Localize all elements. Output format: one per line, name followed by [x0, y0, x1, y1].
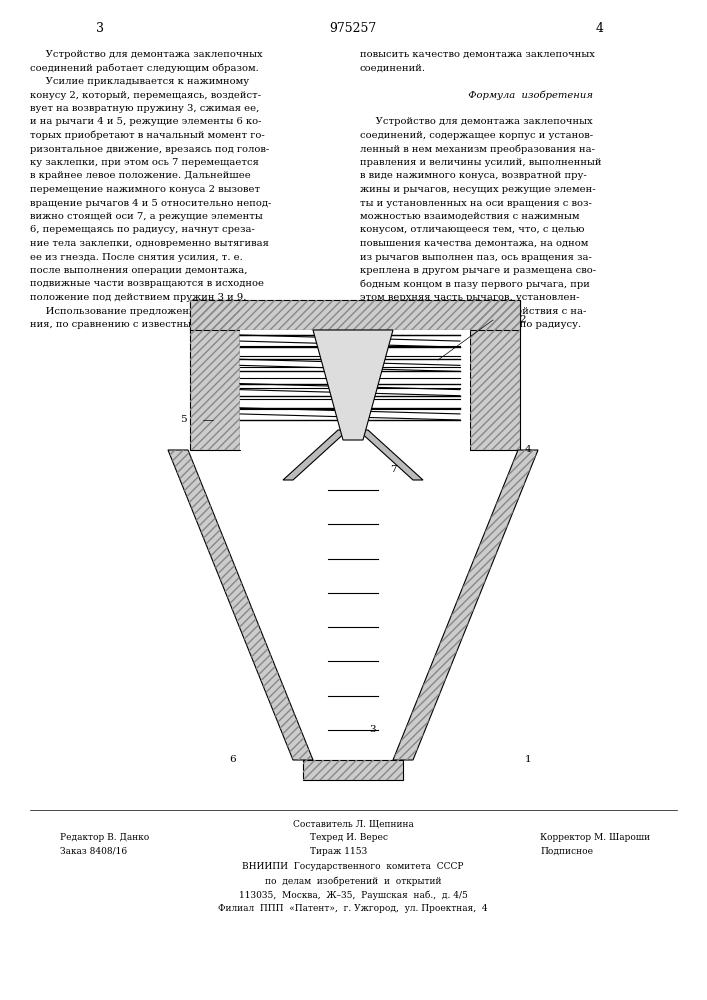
- Text: перемещение нажимного конуса 2 вызовет: перемещение нажимного конуса 2 вызовет: [30, 185, 260, 194]
- Text: ризонтальное движение, врезаясь под голов-: ризонтальное движение, врезаясь под голо…: [30, 144, 269, 153]
- Text: в виде нажимного конуса, возвратной пру-: в виде нажимного конуса, возвратной пру-: [360, 172, 587, 180]
- Text: вращение рычагов 4 и 5 относительно непод-: вращение рычагов 4 и 5 относительно непо…: [30, 198, 271, 208]
- Polygon shape: [393, 450, 538, 760]
- Text: ты и установленных на оси вращения с воз-: ты и установленных на оси вращения с воз…: [360, 198, 592, 208]
- Text: ку заклепки, при этом ось 7 перемещается: ку заклепки, при этом ось 7 перемещается: [30, 158, 259, 167]
- Text: ных с возможностью взаимодействия с на-: ных с возможностью взаимодействия с на-: [360, 306, 586, 316]
- Text: подвижные части возвращаются в исходное: подвижные части возвращаются в исходное: [30, 279, 264, 288]
- Text: правления и величины усилий, выполненный: правления и величины усилий, выполненный: [360, 158, 602, 167]
- Text: ние тела заклепки, одновременно вытягивая: ние тела заклепки, одновременно вытягива…: [30, 239, 269, 248]
- Text: Корректор М. Шароши: Корректор М. Шароши: [540, 833, 650, 842]
- Text: Использование предложенного изобрете-: Использование предложенного изобрете-: [30, 306, 267, 316]
- Text: 6: 6: [230, 756, 236, 764]
- Text: после выполнения операции демонтажа,: после выполнения операции демонтажа,: [30, 266, 247, 275]
- Text: торых приобретают в начальный момент го-: торых приобретают в начальный момент го-: [30, 131, 264, 140]
- Text: повысить качество демонтажа заклепочных: повысить качество демонтажа заклепочных: [360, 50, 595, 59]
- Text: Техред И. Верес: Техред И. Верес: [310, 833, 388, 842]
- Bar: [303, 760, 403, 780]
- Text: повышения качества демонтажа, на одном: повышения качества демонтажа, на одном: [360, 239, 588, 248]
- Text: вижно стоящей оси 7, а режущие элементы: вижно стоящей оси 7, а режущие элементы: [30, 212, 263, 221]
- Text: Устройство для демонтажа заклепочных: Устройство для демонтажа заклепочных: [360, 117, 592, 126]
- Text: ее из гнезда. После снятия усилия, т. е.: ее из гнезда. После снятия усилия, т. е.: [30, 252, 243, 261]
- Polygon shape: [358, 430, 423, 480]
- Text: креплена в другом рычаге и размещена сво-: креплена в другом рычаге и размещена сво…: [360, 266, 596, 275]
- Bar: [190, 300, 240, 450]
- Text: 113035,  Москва,  Ж–35,  Раушская  наб.,  д. 4/5: 113035, Москва, Ж–35, Раушская наб., д. …: [238, 890, 467, 900]
- Bar: [470, 300, 520, 450]
- Polygon shape: [168, 450, 313, 760]
- Bar: [470, 300, 520, 450]
- Bar: [190, 300, 520, 330]
- Text: вует на возвратную пружину 3, сжимая ее,: вует на возвратную пружину 3, сжимая ее,: [30, 104, 259, 113]
- Polygon shape: [283, 430, 348, 480]
- Text: 4: 4: [525, 446, 532, 454]
- Text: жины и рычагов, несущих режущие элемен-: жины и рычагов, несущих режущие элемен-: [360, 185, 595, 194]
- Text: Филиал  ППП  «Патент»,  г. Ужгород,  ул. Проектная,  4: Филиал ППП «Патент», г. Ужгород, ул. Про…: [218, 904, 488, 913]
- Text: бодным концом в пазу первого рычага, при: бодным концом в пазу первого рычага, при: [360, 279, 590, 289]
- Text: Устройство для демонтажа заклепочных: Устройство для демонтажа заклепочных: [30, 50, 262, 59]
- Text: 4: 4: [596, 21, 604, 34]
- Text: Тираж 1153: Тираж 1153: [310, 847, 367, 856]
- Bar: [240, 330, 470, 450]
- Text: жимным конусом, выполнена по радиусу.: жимным конусом, выполнена по радиусу.: [360, 320, 581, 329]
- Text: соединений работает следующим образом.: соединений работает следующим образом.: [30, 64, 259, 73]
- Text: 6, перемещаясь по радиусу, начнут среза-: 6, перемещаясь по радиусу, начнут среза-: [30, 226, 255, 234]
- Text: соединений.: соединений.: [360, 64, 426, 73]
- Text: ленный в нем механизм преобразования на-: ленный в нем механизм преобразования на-: [360, 144, 595, 154]
- Text: 3: 3: [370, 726, 376, 734]
- Text: соединений, содержащее корпус и установ-: соединений, содержащее корпус и установ-: [360, 131, 593, 140]
- Polygon shape: [313, 330, 393, 440]
- Text: 5: 5: [180, 416, 187, 424]
- Text: Формула  изобретения: Формула изобретения: [437, 91, 593, 100]
- Text: 1: 1: [525, 756, 532, 764]
- Text: 975257: 975257: [329, 21, 377, 34]
- Text: Заказ 8408/16: Заказ 8408/16: [60, 847, 127, 856]
- Text: Составитель Л. Щепнина: Составитель Л. Щепнина: [293, 820, 414, 829]
- Text: Подписное: Подписное: [540, 847, 593, 856]
- Bar: [303, 760, 403, 780]
- Text: можностью взаимодействия с нажимным: можностью взаимодействия с нажимным: [360, 212, 580, 221]
- Text: конусу 2, который, перемещаясь, воздейст-: конусу 2, который, перемещаясь, воздейст…: [30, 91, 261, 100]
- Text: положение под действием пружин 3 и 9.: положение под действием пружин 3 и 9.: [30, 293, 246, 302]
- Text: и на рычаги 4 и 5, режущие элементы 6 ко-: и на рычаги 4 и 5, режущие элементы 6 ко…: [30, 117, 262, 126]
- Text: 2: 2: [520, 316, 526, 324]
- Text: 3: 3: [96, 21, 104, 34]
- Text: в крайнее левое положение. Дальнейшее: в крайнее левое положение. Дальнейшее: [30, 172, 251, 180]
- Text: 7: 7: [390, 466, 397, 475]
- Text: этом верхняя часть рычагов, установлен-: этом верхняя часть рычагов, установлен-: [360, 293, 580, 302]
- Text: ВНИИПИ  Государственного  комитета  СССР: ВНИИПИ Государственного комитета СССР: [243, 862, 464, 871]
- Text: по  делам  изобретений  и  открытий: по делам изобретений и открытий: [264, 876, 441, 886]
- Bar: [190, 300, 240, 450]
- Text: конусом, отличающееся тем, что, с целью: конусом, отличающееся тем, что, с целью: [360, 226, 585, 234]
- Text: Усилие прикладывается к нажимному: Усилие прикладывается к нажимному: [30, 77, 249, 86]
- Text: Редактор В. Данко: Редактор В. Данко: [60, 833, 149, 842]
- Bar: [190, 300, 520, 330]
- Text: из рычагов выполнен паз, ось вращения за-: из рычагов выполнен паз, ось вращения за…: [360, 252, 592, 261]
- Text: ния, по сравнению с известным позволит: ния, по сравнению с известным позволит: [30, 320, 250, 329]
